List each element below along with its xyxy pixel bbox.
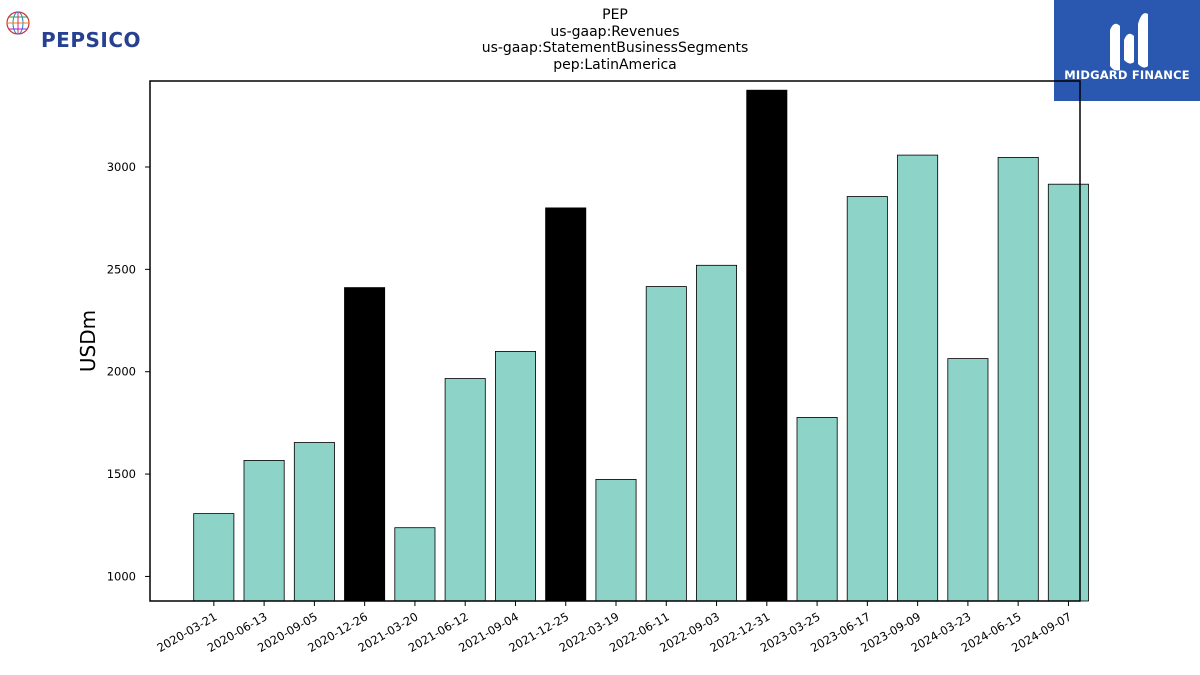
bar-2021-09-04 xyxy=(494,350,536,602)
bar-2024-06-15 xyxy=(997,156,1039,602)
bar-2023-09-09 xyxy=(897,154,939,602)
y-tick-label: 3000 xyxy=(107,160,136,174)
bar-2022-03-19 xyxy=(595,478,637,602)
chart-title-line-3: us-gaap:StatementBusinessSegments xyxy=(481,40,749,56)
pepsico-logo: PEPSICO xyxy=(4,6,164,52)
midgard-finance-logo: MIDGARD FINANCE xyxy=(1054,0,1200,101)
chart-title-line-4: pep:LatinAmerica xyxy=(553,56,677,73)
bar-2024-03-23 xyxy=(947,358,989,602)
pepsico-wordmark: PEPSICO xyxy=(41,28,142,52)
midgard-wordmark: MIDGARD FINANCE xyxy=(1064,68,1190,82)
bar-2020-03-21 xyxy=(193,513,235,602)
y-tick-label: 1000 xyxy=(107,569,136,583)
bar-2022-12-31 xyxy=(746,89,788,602)
bar-2020-12-26 xyxy=(344,287,386,602)
bar-2022-06-11 xyxy=(645,286,687,602)
bar-2020-09-05 xyxy=(293,442,335,602)
bar-2023-06-17 xyxy=(846,196,888,602)
y-tick-label: 1500 xyxy=(107,467,136,481)
plot-frame xyxy=(149,80,1081,602)
midgard-m-icon xyxy=(1110,13,1148,71)
bar-2021-12-25 xyxy=(545,207,587,602)
bar-2023-03-25 xyxy=(796,416,838,602)
bar-2021-03-20 xyxy=(394,527,436,602)
chart-title-line-1: PEP xyxy=(602,7,628,23)
chart-title-line-2: us-gaap:Revenues xyxy=(550,23,680,40)
bar-2024-09-07 xyxy=(1047,183,1089,602)
y-tick-label: 2000 xyxy=(107,365,136,379)
y-tick-label: 2500 xyxy=(107,262,136,276)
bar-2022-09-03 xyxy=(696,264,738,602)
globe-icon xyxy=(6,11,30,35)
bar-2021-06-12 xyxy=(444,378,486,602)
bar-2020-06-13 xyxy=(243,459,285,602)
y-axis-label: USDm xyxy=(76,310,100,372)
